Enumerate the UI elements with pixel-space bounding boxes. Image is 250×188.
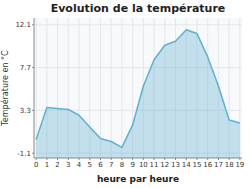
area [36,30,240,158]
grid-line-y [34,24,242,25]
x-tick-label: 15 [193,161,202,169]
x-tick-label: 4 [77,161,82,169]
x-tick-label: 3 [66,161,70,169]
x-tick [143,158,144,160]
x-axis: 012345678910111213141516171819 [34,158,244,169]
x-tick [121,158,122,160]
y-tick [32,24,34,25]
y-tick-label: 12.1 [15,21,31,29]
plot-background [34,18,242,158]
grid [34,18,242,158]
chart-container: -1.13.37.712.101234567891011121314151617… [0,0,250,188]
x-tick-label: 2 [55,161,59,169]
y-axis-label: Température en °C [0,50,10,127]
y-tick-label: 3.3 [20,107,31,115]
x-tick [111,158,112,160]
x-tick [186,158,187,160]
x-tick-label: 14 [182,161,191,169]
x-tick [239,158,240,160]
x-tick-label: 6 [98,161,103,169]
y-tick-label: 7.7 [20,64,31,72]
chart-svg: -1.13.37.712.101234567891011121314151617… [0,0,250,188]
x-tick-label: 7 [109,161,113,169]
x-tick [154,158,155,160]
x-tick-label: 0 [34,161,38,169]
plot-area [36,30,240,158]
x-tick [100,158,101,160]
y-axis-line [34,18,35,158]
x-tick-label: 11 [150,161,159,169]
x-tick-label: 19 [235,161,244,169]
x-tick-label: 1 [45,161,49,169]
x-tick [57,158,58,160]
grid-line-x [100,18,101,158]
x-tick-label: 12 [160,161,169,169]
x-tick [46,158,47,160]
x-tick [36,158,37,160]
y-tick [32,67,34,68]
x-tick [89,158,90,160]
line [36,30,240,148]
x-tick [132,158,133,160]
x-tick [68,158,69,160]
y-tick-label: -1.1 [17,150,31,158]
grid-line-x [111,18,112,158]
x-tick [229,158,230,160]
y-tick [32,153,34,154]
grid-line-x [121,18,122,158]
y-axis: -1.1 3.3 7.7 12.1 [15,21,34,157]
x-tick-label: 16 [203,161,212,169]
x-tick [175,158,176,160]
x-tick [79,158,80,160]
x-tick-label: 18 [225,161,234,169]
x-tick-label: 8 [120,161,124,169]
title: Evolution de la température [51,2,226,15]
x-tick-label: 5 [88,161,92,169]
x-tick [218,158,219,160]
x-tick-label: 17 [214,161,223,169]
x-tick-label: 13 [171,161,180,169]
x-axis-label: heure par heure [97,174,179,184]
x-tick-label: 10 [139,161,148,169]
x-tick-label: 9 [130,161,134,169]
x-tick [207,158,208,160]
x-tick [164,158,165,160]
x-tick [196,158,197,160]
x-axis-line [34,158,242,159]
y-tick [32,110,34,111]
